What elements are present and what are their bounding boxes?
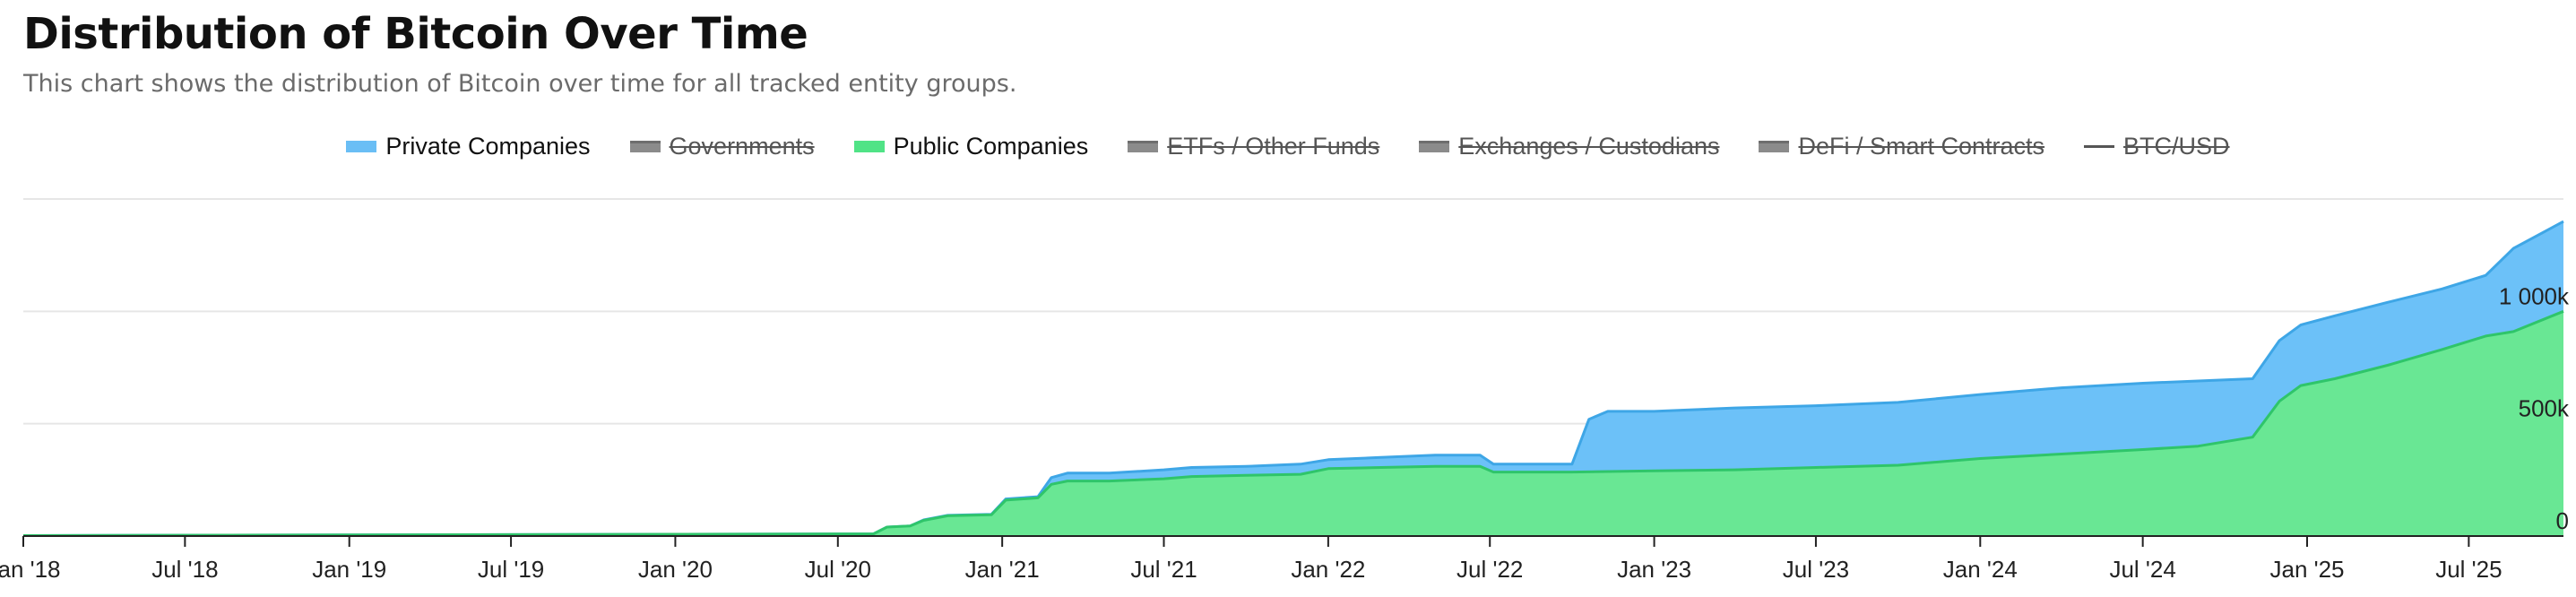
legend-item-exchanges-custodians[interactable]: Exchanges / Custodians: [1419, 133, 1719, 160]
x-tick-label: Jan '24: [1943, 556, 2018, 583]
x-tick-label: Jan '18: [0, 556, 61, 583]
legend-label: Private Companies: [385, 133, 591, 160]
legend-swatch-icon: [853, 141, 885, 152]
x-tick-label: Jan '21: [965, 556, 1040, 583]
chart-subtitle: This chart shows the distribution of Bit…: [23, 70, 1017, 98]
line-public-companies: [22, 309, 2564, 537]
x-tick-label: Jan '25: [2269, 556, 2344, 583]
legend-label: Governments: [669, 133, 815, 160]
x-tick-label: Jan '20: [638, 556, 713, 583]
x-tick-label: Jul '20: [805, 556, 871, 583]
legend-swatch-icon: [2084, 145, 2115, 148]
x-tick-label: Jul '22: [1457, 556, 1523, 583]
x-tick-label: Jul '23: [1783, 556, 1849, 583]
legend-swatch-icon: [629, 141, 661, 152]
legend-swatch-icon: [1128, 141, 1159, 152]
legend-swatch-icon: [1419, 141, 1450, 152]
area-public-companies: [23, 311, 2563, 536]
legend-label: Exchanges / Custodians: [1458, 133, 1720, 160]
legend-item-etfs-other-funds[interactable]: ETFs / Other Funds: [1128, 133, 1379, 160]
chart-title: Distribution of Bitcoin Over Time: [23, 9, 808, 59]
legend-label: BTC/USD: [2123, 133, 2230, 160]
legend-label: ETFs / Other Funds: [1167, 133, 1380, 160]
y-tick-label: 500k: [2519, 395, 2570, 422]
area-private-companies: [23, 221, 2563, 536]
x-tick-label: Jul '25: [2435, 556, 2502, 583]
x-tick-label: Jul '18: [151, 556, 218, 583]
y-tick-label: 0: [2556, 507, 2569, 534]
legend-item-defi-smart-contracts[interactable]: DeFi / Smart Contracts: [1759, 133, 2044, 160]
legend-item-public-companies[interactable]: Public Companies: [853, 133, 1089, 160]
legend-swatch-icon: [1759, 141, 1790, 152]
legend-label: Public Companies: [893, 133, 1089, 160]
x-tick-label: Jul '24: [2109, 556, 2175, 583]
x-tick-label: Jan '22: [1291, 556, 1365, 583]
y-tick-label: 1 000k: [2499, 282, 2570, 309]
legend-item-governments[interactable]: Governments: [629, 133, 815, 160]
legend-item-btc-usd[interactable]: BTC/USD: [2084, 133, 2230, 160]
x-tick-label: Jul '21: [1130, 556, 1197, 583]
x-tick-label: Jan '23: [1617, 556, 1691, 583]
legend-label: DeFi / Smart Contracts: [1798, 133, 2045, 160]
x-tick-label: Jan '19: [312, 556, 386, 583]
chart-legend: Private Companies Governments Public Com…: [0, 133, 2576, 160]
x-tick-label: Jul '19: [478, 556, 544, 583]
legend-swatch-icon: [346, 141, 377, 152]
legend-item-private-companies[interactable]: Private Companies: [346, 133, 591, 160]
